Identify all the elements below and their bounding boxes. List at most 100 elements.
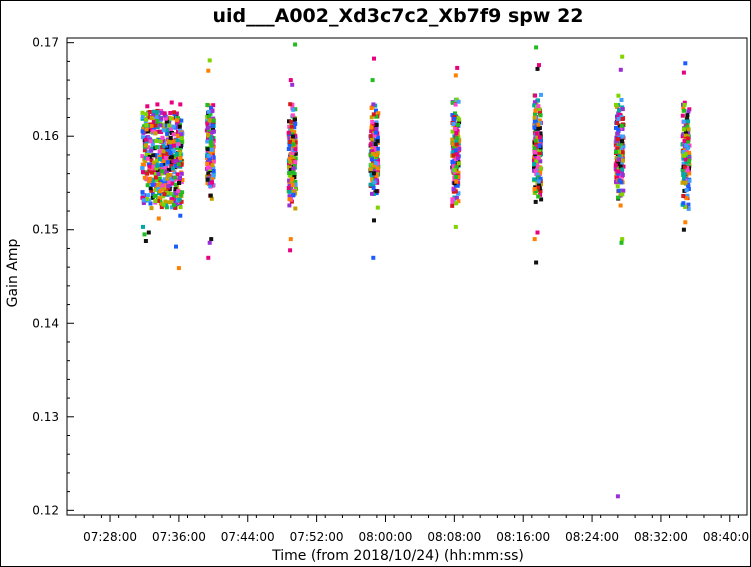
data-point: [155, 118, 160, 123]
data-point: [684, 188, 689, 193]
y-axis-label: Gain Amp: [5, 239, 21, 308]
data-point: [291, 189, 296, 194]
data-point: [163, 185, 168, 190]
data-point: [682, 175, 687, 180]
data-point: [175, 138, 180, 143]
data-point: [538, 166, 543, 171]
data-point: [532, 100, 537, 105]
data-point: [620, 173, 625, 177]
data-point: [454, 142, 459, 147]
data-points: [140, 42, 692, 499]
data-point: [293, 107, 298, 112]
data-point: [143, 117, 148, 122]
data-point: [150, 183, 155, 187]
data-point: [686, 127, 691, 132]
outlier-point: [288, 78, 293, 83]
data-point: [161, 156, 166, 161]
outlier-point: [288, 248, 293, 253]
data-point: [536, 122, 541, 127]
data-point: [293, 182, 298, 187]
data-point: [617, 178, 622, 183]
data-point: [205, 121, 210, 126]
data-point: [159, 116, 164, 121]
data-point: [287, 124, 292, 129]
data-point: [206, 136, 210, 141]
data-point: [685, 124, 690, 129]
data-point: [170, 197, 175, 202]
data-point: [155, 163, 160, 168]
outlier-point: [619, 240, 624, 245]
data-point: [534, 162, 539, 167]
data-point: [158, 198, 163, 203]
data-point: [451, 164, 456, 169]
data-point: [374, 189, 379, 194]
data-point: [149, 158, 154, 163]
data-point: [178, 192, 183, 197]
data-point: [211, 103, 216, 108]
data-point: [171, 159, 176, 164]
data-point: [290, 138, 295, 143]
x-tick-label: 07:44:00: [221, 530, 275, 544]
data-point: [684, 196, 689, 201]
outlier-point: [169, 100, 174, 105]
data-point: [616, 162, 621, 166]
data-point: [287, 194, 292, 199]
outlier-point: [453, 73, 458, 78]
data-point: [172, 194, 176, 199]
data-point: [156, 198, 160, 203]
data-point: [167, 123, 172, 128]
data-point: [162, 125, 167, 130]
outlier-point: [372, 56, 376, 61]
data-point: [369, 125, 374, 130]
data-point: [177, 149, 182, 154]
data-point: [620, 134, 625, 139]
data-point: [619, 147, 624, 152]
data-point: [208, 161, 213, 165]
data-point: [140, 129, 145, 134]
data-point: [538, 141, 543, 146]
data-point: [142, 148, 147, 153]
data-point: [293, 117, 297, 122]
data-point: [206, 109, 211, 114]
data-point: [454, 157, 458, 162]
data-point: [171, 132, 176, 137]
data-point: [537, 147, 541, 152]
data-point: [453, 102, 458, 107]
data-point: [206, 114, 211, 118]
data-point: [205, 103, 210, 107]
data-point: [156, 187, 161, 192]
data-point: [685, 168, 690, 173]
data-point: [151, 164, 156, 169]
data-point: [532, 158, 536, 163]
data-point: [681, 171, 686, 176]
data-point: [451, 149, 456, 154]
outlier-point: [288, 237, 293, 242]
data-point: [533, 138, 538, 143]
data-point: [205, 177, 210, 182]
data-point: [208, 134, 213, 139]
data-point: [157, 149, 162, 154]
data-point: [681, 161, 686, 166]
data-point: [686, 109, 691, 114]
data-point: [174, 111, 179, 116]
data-point: [686, 183, 691, 188]
data-point: [171, 124, 176, 129]
data-point: [371, 127, 376, 132]
data-point: [155, 125, 160, 130]
data-point: [687, 171, 692, 176]
data-point: [148, 139, 153, 144]
data-point: [532, 149, 537, 154]
x-tick-label: 08:00:00: [359, 530, 413, 544]
outlier-point: [372, 218, 376, 223]
data-point: [368, 153, 373, 158]
data-point: [683, 157, 688, 162]
data-point: [161, 128, 166, 133]
data-point: [149, 116, 154, 120]
data-point: [151, 109, 156, 114]
data-point: [142, 175, 147, 180]
data-point: [151, 113, 156, 118]
data-point: [536, 98, 540, 103]
data-point: [144, 112, 149, 117]
outlier-point: [207, 240, 212, 245]
data-point: [620, 150, 625, 155]
